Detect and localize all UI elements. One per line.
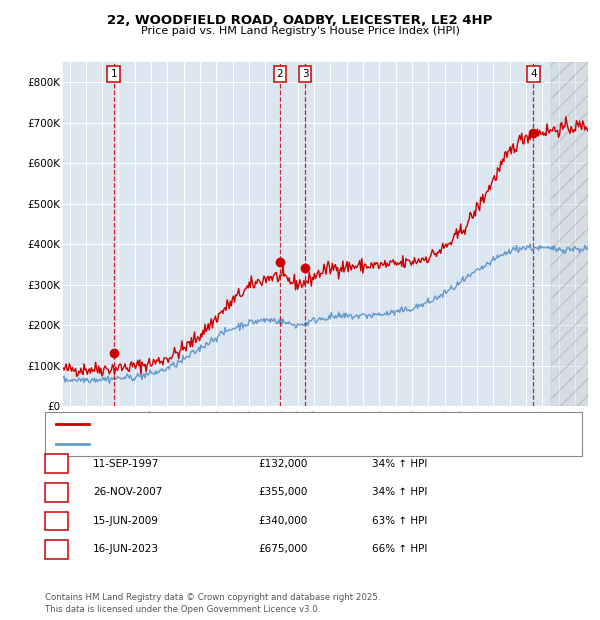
Text: 1: 1 [53,459,60,469]
Text: 22, WOODFIELD ROAD, OADBY, LEICESTER, LE2 4HP: 22, WOODFIELD ROAD, OADBY, LEICESTER, LE… [107,14,493,27]
Text: 66% ↑ HPI: 66% ↑ HPI [372,544,427,554]
Text: 3: 3 [302,69,308,79]
Text: 15-JUN-2009: 15-JUN-2009 [93,516,159,526]
Text: £132,000: £132,000 [258,459,307,469]
Text: HPI: Average price, detached house, Oadby and Wigston: HPI: Average price, detached house, Oadb… [95,438,371,448]
Text: 34% ↑ HPI: 34% ↑ HPI [372,487,427,497]
Text: 4: 4 [53,544,60,554]
Text: £340,000: £340,000 [258,516,307,526]
Text: 11-SEP-1997: 11-SEP-1997 [93,459,160,469]
Text: 34% ↑ HPI: 34% ↑ HPI [372,459,427,469]
Text: Contains HM Land Registry data © Crown copyright and database right 2025.
This d: Contains HM Land Registry data © Crown c… [45,593,380,614]
Text: 4: 4 [530,69,537,79]
Text: 3: 3 [53,516,60,526]
Text: 22, WOODFIELD ROAD, OADBY, LEICESTER, LE2 4HP (detached house): 22, WOODFIELD ROAD, OADBY, LEICESTER, LE… [95,420,440,430]
Bar [551,62,588,406]
Text: 2: 2 [53,487,60,497]
Text: 26-NOV-2007: 26-NOV-2007 [93,487,163,497]
Text: 1: 1 [110,69,117,79]
Text: £675,000: £675,000 [258,544,307,554]
Text: Price paid vs. HM Land Registry's House Price Index (HPI): Price paid vs. HM Land Registry's House … [140,26,460,36]
Text: 63% ↑ HPI: 63% ↑ HPI [372,516,427,526]
Text: 16-JUN-2023: 16-JUN-2023 [93,544,159,554]
Text: £355,000: £355,000 [258,487,307,497]
Text: 2: 2 [277,69,283,79]
